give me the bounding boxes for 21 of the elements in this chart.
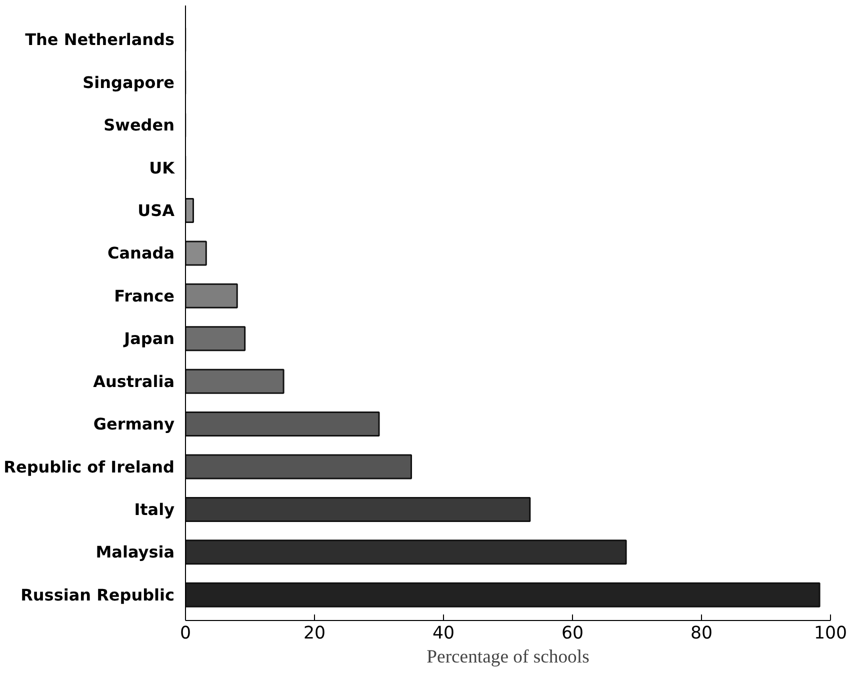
x-axis-title: Percentage of schools — [426, 646, 590, 668]
y-tick-label: Australia — [93, 372, 175, 391]
y-tick-label: Russian Republic — [20, 585, 174, 604]
x-tick-label: 80 — [690, 624, 713, 644]
y-tick-label: UK — [149, 158, 176, 178]
y-tick-label: Singapore — [82, 72, 175, 92]
y-tick-label: Japan — [123, 329, 174, 348]
y-tick-label: The Netherlands — [25, 30, 175, 50]
y-tick-label: Italy — [134, 500, 176, 519]
x-tick-label: 20 — [303, 624, 326, 644]
x-tick-label: 60 — [561, 624, 584, 644]
x-tick-label: 100 — [814, 624, 848, 644]
x-tick-label: 0 — [180, 624, 192, 644]
y-tick-label: France — [114, 286, 175, 306]
y-tick-label: Sweden — [104, 116, 175, 135]
y-tick-label: Canada — [108, 244, 175, 263]
x-tick-label: 40 — [432, 624, 455, 644]
y-tick-label: USA — [138, 201, 176, 220]
y-tick-label: Germany — [93, 414, 176, 434]
y-tick-label: Republic of Ireland — [4, 457, 175, 476]
y-tick-label: Malaysia — [96, 542, 175, 562]
